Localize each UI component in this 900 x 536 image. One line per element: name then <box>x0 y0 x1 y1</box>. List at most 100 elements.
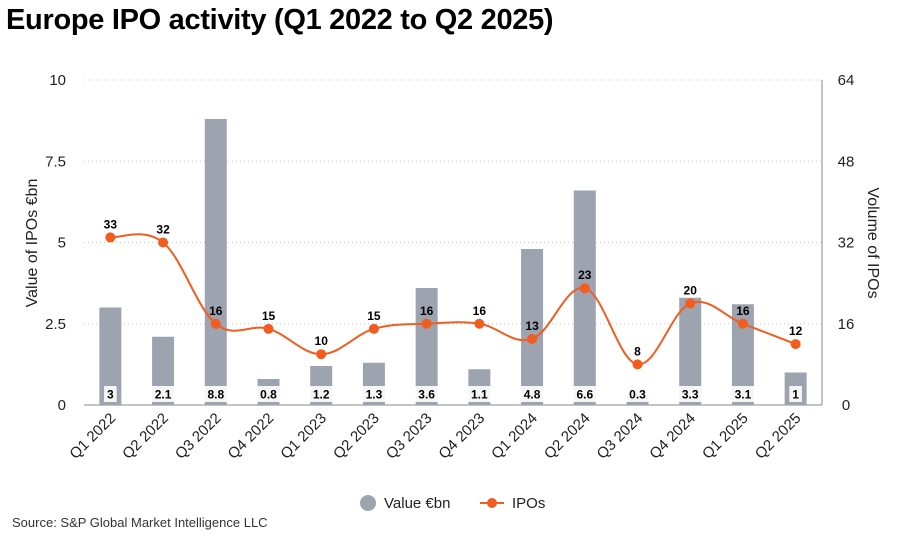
x-tick-label: Q2 2023 <box>330 410 383 463</box>
bar-value-label: 3.3 <box>682 388 699 402</box>
bar-value-label: 1.3 <box>366 388 383 402</box>
ipo-point <box>421 318 432 329</box>
ipo-value-label: 16 <box>736 304 750 318</box>
ipo-point <box>316 349 327 360</box>
x-tick-label: Q4 2023 <box>435 410 488 463</box>
ipo-point <box>579 283 590 294</box>
ipo-value-label: 15 <box>367 309 381 323</box>
ipo-value-label: 20 <box>684 283 698 297</box>
legend-bar-swatch <box>360 495 376 511</box>
ipo-value-label: 10 <box>315 334 329 348</box>
grid-lines <box>84 79 822 325</box>
ipo-value-label: 8 <box>634 344 641 358</box>
y-tick-label: 0 <box>58 397 66 414</box>
x-tick-label: Q3 2023 <box>383 410 436 463</box>
bar-label-bg <box>255 386 282 402</box>
bar-value-label: 4.8 <box>524 388 541 402</box>
y-axis-title: Value of IPOs €bn <box>24 179 41 308</box>
ipo-point <box>790 339 801 350</box>
bar-label-bg <box>308 386 335 402</box>
bar-label-bg <box>677 386 704 402</box>
ipo-point <box>527 333 538 344</box>
page-title: Europe IPO activity (Q1 2022 to Q2 2025) <box>6 4 554 36</box>
bar-value-label: 8.8 <box>207 388 224 402</box>
x-tick-label: Q1 2023 <box>277 410 330 463</box>
ipo-point <box>632 359 643 370</box>
bar <box>679 297 702 405</box>
y-tick-label: 5 <box>58 235 66 252</box>
bar-value-label: 0.3 <box>629 388 646 402</box>
bar-label-bg <box>624 386 651 402</box>
bar-value-label: 2.1 <box>155 388 172 402</box>
bar-label-bg <box>413 386 440 402</box>
y2-tick-label: 32 <box>838 235 855 252</box>
ipo-point <box>158 237 169 248</box>
source-note: Source: S&P Global Market Intelligence L… <box>12 515 268 530</box>
bar-value-label: 6.6 <box>576 388 593 402</box>
ipo-value-label: 13 <box>525 319 539 333</box>
bar-value-label: 0.8 <box>260 388 277 402</box>
ipo-point <box>210 318 221 329</box>
y-tick-label: 2.5 <box>45 316 66 333</box>
bar <box>521 249 544 405</box>
x-tick-label: Q1 2022 <box>66 410 119 463</box>
ipo-point <box>263 323 274 334</box>
x-tick-label: Q2 2025 <box>752 410 805 463</box>
bar-label-bg <box>104 386 117 402</box>
x-tick-label: Q1 2025 <box>699 410 752 463</box>
ipo-point <box>105 232 116 243</box>
ipo-value-label: 15 <box>262 309 276 323</box>
x-tick-label: Q3 2024 <box>594 410 647 463</box>
line-series <box>105 232 801 370</box>
bar-value-label: 3.6 <box>418 388 435 402</box>
ipo-value-label: 33 <box>104 217 118 231</box>
x-tick-label: Q3 2022 <box>172 410 225 463</box>
ipo-value-label: 16 <box>209 304 223 318</box>
y-tick-label: 10 <box>49 72 66 89</box>
bar <box>573 190 596 405</box>
bar <box>731 304 754 405</box>
bar-label-bg <box>571 386 598 402</box>
ipo-value-label: 16 <box>420 304 434 318</box>
x-tick-label: Q4 2022 <box>225 410 278 463</box>
y-tick-label: 7.5 <box>45 153 66 170</box>
bar-label-bg <box>202 386 229 402</box>
x-tick-label: Q4 2024 <box>646 410 699 463</box>
bar <box>99 307 122 405</box>
ipo-value-label: 12 <box>789 324 803 338</box>
data-labels: 3 2.1 8.8 0.8 1.2 1.3 3.6 1.1 4.8 6.6 0.3 3.3 3.1 133… <box>104 217 803 402</box>
y2-axis-title: Volume of IPOs <box>864 187 881 298</box>
bar-series <box>99 119 807 405</box>
legend-line-label: IPOs <box>512 495 545 512</box>
bar-value-label: 1 <box>792 388 799 402</box>
bar <box>204 119 227 405</box>
bar <box>415 288 438 405</box>
ipo-point <box>368 323 379 334</box>
y2-tick-label: 16 <box>838 316 855 333</box>
y2-tick-label: 48 <box>838 153 855 170</box>
x-tick-label: Q2 2022 <box>119 410 172 463</box>
bar-label-bg <box>789 386 802 402</box>
ipo-value-label: 16 <box>473 304 487 318</box>
bar-label-bg <box>519 386 545 402</box>
ipo-value-label: 23 <box>578 268 592 282</box>
bar-label-bg <box>466 386 493 402</box>
legend-bar-label: Value €bn <box>384 495 450 512</box>
legend-line-marker <box>487 498 497 508</box>
x-tick-label: Q1 2024 <box>488 410 541 463</box>
ipo-point <box>685 298 696 309</box>
y2-tick-label: 0 <box>842 397 850 414</box>
bar-value-label: 1.2 <box>313 388 330 402</box>
y2-tick-label: 64 <box>838 72 855 89</box>
x-tick-label: Q2 2024 <box>541 410 594 463</box>
bar-label-bg <box>361 386 387 402</box>
bar-value-label: 3 <box>107 388 114 402</box>
bar-value-label: 3.1 <box>735 388 752 402</box>
ipo-value-label: 32 <box>156 223 170 237</box>
bar-label-bg <box>150 386 176 402</box>
ipo-point <box>737 318 748 329</box>
bar-label-bg <box>730 386 756 402</box>
legend: Value €bn IPOs <box>360 495 545 512</box>
ipo-point <box>474 318 485 329</box>
